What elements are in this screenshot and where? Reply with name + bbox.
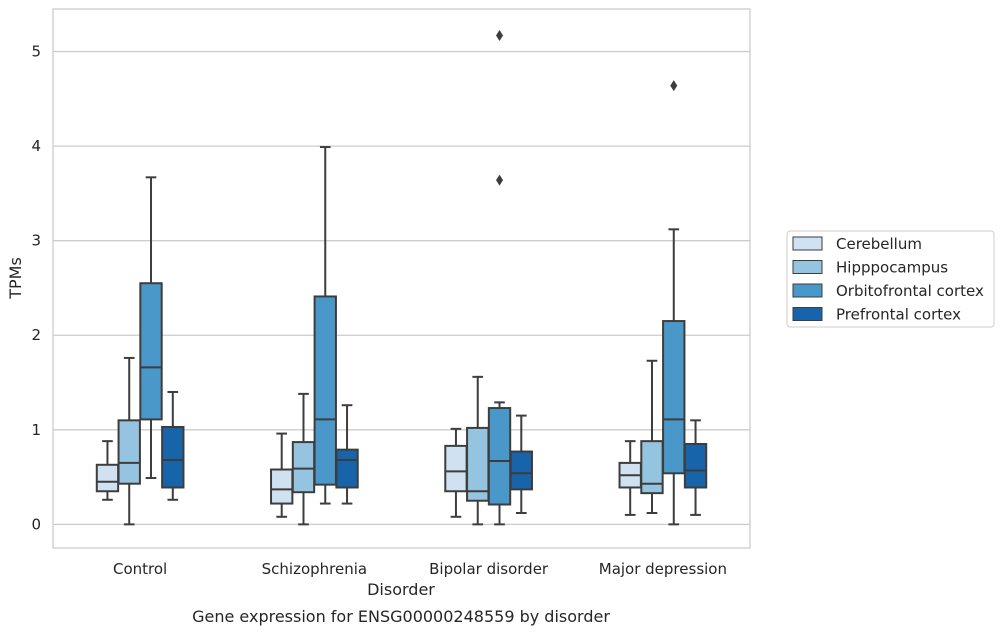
x-tick-labels: Control Schizophrenia Bipolar disorder Majo… <box>113 560 727 578</box>
legend-label: Prefrontal cortex <box>836 306 961 324</box>
legend-frame <box>786 230 995 328</box>
x-tick-label: Control <box>113 560 167 578</box>
y-tick-label: 1 <box>31 421 41 439</box>
box-body <box>640 440 664 495</box>
box-2-0 <box>444 427 468 518</box>
x-tick-label: Bipolar disorder <box>429 560 549 578</box>
y-tick-labels: 0 1 2 3 4 5 <box>31 43 41 534</box>
box-3-0 <box>618 440 642 516</box>
y-tick-label: 4 <box>31 137 41 155</box>
box-1-3 <box>335 404 359 505</box>
box-body <box>487 407 512 506</box>
legend-swatch <box>792 283 823 298</box>
box-1-1 <box>291 392 316 526</box>
box-0-2 <box>139 176 163 480</box>
legend-swatch <box>792 236 823 251</box>
legend-label: Orbitofrontal cortex <box>836 282 984 300</box>
box-2-3 <box>509 414 533 515</box>
box-body <box>509 450 533 491</box>
y-tick-label: 3 <box>31 232 41 250</box>
box-body <box>95 463 120 493</box>
box-0-3 <box>161 390 185 501</box>
legend-label: Hipppocampus <box>836 259 948 277</box>
box-3-3 <box>683 419 708 516</box>
box-body <box>313 295 337 486</box>
y-tick-label: 0 <box>31 515 41 533</box>
chart-caption: Gene expression for ENSG00000248559 by d… <box>192 607 610 626</box>
x-axis-label: Disorder <box>367 580 435 599</box>
box-body <box>291 441 316 494</box>
box-0-1 <box>117 356 141 526</box>
box-2-2 <box>487 29 512 526</box>
box-3-1 <box>640 359 664 515</box>
box-0-0 <box>95 440 120 501</box>
box-body <box>466 426 490 502</box>
legend-label: Cerebellum <box>836 235 922 253</box>
box-3-2 <box>662 80 686 526</box>
outlier-point <box>496 29 504 41</box>
legend-swatch <box>792 307 823 321</box>
legend: Cerebellum Hipppocampus Orbitofrontal cort… <box>786 230 995 328</box>
box-body <box>444 444 468 493</box>
x-tick-label: Schizophrenia <box>262 560 367 578</box>
plot-frame <box>52 8 751 549</box>
y-tick-label: 2 <box>31 326 41 344</box>
legend-swatch <box>792 260 823 274</box>
box-2-1 <box>466 375 490 526</box>
outlier-point <box>670 80 678 92</box>
box-body <box>683 442 708 489</box>
box-1-0 <box>270 432 294 518</box>
x-tick-label: Major depression <box>599 560 727 578</box>
box-1-2 <box>313 146 337 505</box>
box-series <box>95 29 708 526</box>
box-body <box>161 425 185 489</box>
y-axis-label: TPMs <box>6 257 25 300</box>
box-body <box>270 468 294 505</box>
box-body <box>117 419 141 485</box>
outlier-point <box>496 174 504 186</box>
y-tick-label: 5 <box>31 43 41 61</box>
box-body <box>662 320 686 475</box>
box-body <box>139 282 163 421</box>
box-body <box>335 448 359 489</box>
